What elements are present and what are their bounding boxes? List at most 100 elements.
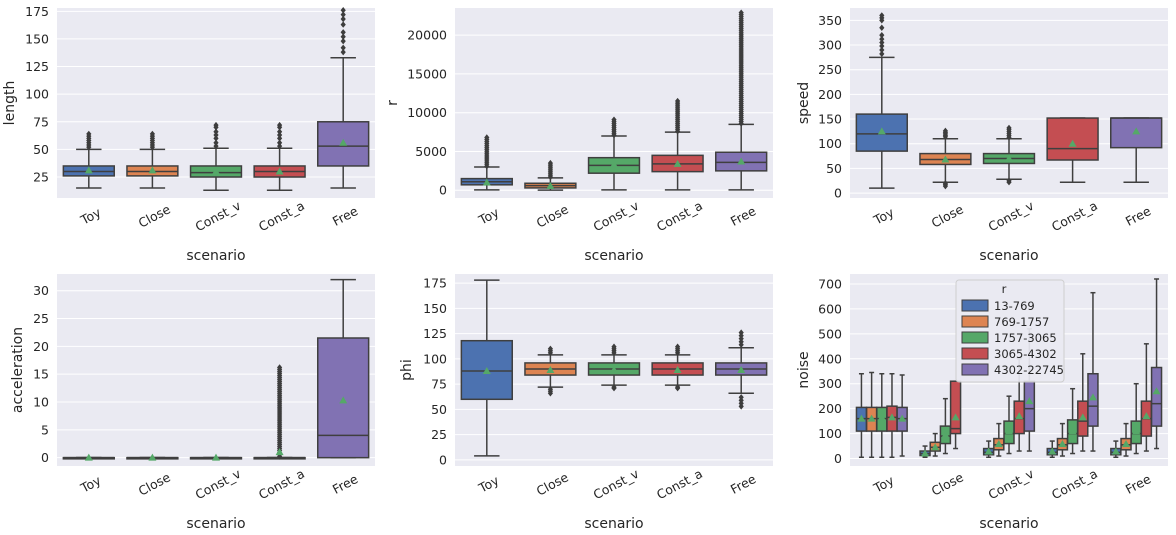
x-tick-label: Const_a [1049,198,1100,235]
y-tick-label: 125 [423,326,447,341]
box-Const_v-flier [611,343,617,350]
x-axis-label: scenario [584,516,643,532]
box-Toy-flier [879,39,885,46]
box-Free-3065-4302-mean [1142,412,1151,420]
box-Toy-flier [879,46,885,54]
box-Const_a-flier [675,343,681,350]
box-Free-1757-3065-mean [1132,427,1141,435]
box-Toy-flier [879,12,885,19]
y-axis-label: length [2,81,18,126]
box-Free-flier [340,44,346,51]
box-Const_a-flier [277,131,283,139]
y-tick-label: 500 [818,326,842,341]
y-tick-label: 25 [33,170,49,185]
y-tick-label: 250 [818,62,842,77]
y-tick-label: 20 [33,339,49,354]
box-Close-flier [942,179,948,187]
x-tick-label: Toy [475,472,502,496]
y-axis-label: acceleration [10,327,26,413]
x-tick-label: Free [330,471,361,497]
x-tick-label: Close [534,201,571,230]
legend-entry: 769-1757 [994,315,1049,329]
panel-phi: 0 25 50 75 100 125 150 175 Toy Close Const_v Const_… [399,274,773,532]
y-tick-label: 0 [439,183,447,198]
x-tick-label: Const_v [193,198,244,235]
legend-swatch [961,299,989,312]
x-tick-label: Toy [77,204,104,228]
x-tick-label: Close [136,201,173,230]
y-tick-label: 400 [818,351,842,366]
panel-noise: 0 100 200 300 400 500 600 700 Toy Close Const_v Con… [796,274,1168,532]
legend-entry: 1757-3065 [994,331,1057,345]
y-tick-label: 0 [834,186,842,201]
y-tick-label: 75 [33,114,49,129]
panel-speed: 0 50 100 150 200 250 300 350 Toy Close Const_v Cons… [796,8,1168,264]
x-axis-label: scenario [186,516,245,532]
x-tick-label: Close [929,469,966,498]
box-Toy-flier [879,24,885,31]
y-tick-label: 50 [826,161,842,176]
y-tick-label: 175 [423,276,447,291]
box-Const_a-mean [275,167,284,175]
box-Const_a-mean [275,448,284,456]
y-axis-label: speed [796,82,812,124]
legend-swatch [961,331,989,344]
box-Close-flier [942,127,948,135]
box-Close-flier [149,130,155,138]
box-Close-mean [148,166,157,174]
x-tick-label: Close [136,469,173,498]
legend-swatch [961,315,989,328]
x-tick-label: Const_v [986,198,1037,235]
box-Const_a-769-1757-mean [1058,440,1067,448]
x-tick-label: Const_v [591,466,642,503]
x-tick-label: Const_a [654,466,705,503]
x-tick-label: Free [728,471,759,497]
y-axis-label: r [385,100,401,106]
box-Const_a-mean [673,366,682,373]
x-tick-label: Free [1123,203,1154,229]
box-Toy-mean [482,178,491,186]
y-tick-label: 150 [423,301,447,316]
box-Const_v-mean [610,160,618,168]
box-Const_v-flier [213,135,219,142]
x-tick-label: Const_v [591,198,642,235]
box-Const_v-mean [1005,154,1013,162]
box-Close-1757-3065-mean [941,430,950,438]
box-Const_a-flier [675,383,681,391]
box-Const_v-flier [213,128,219,135]
box-Free-769-1757-mean [1122,440,1131,448]
box-Free-mean [737,366,746,373]
panel-acceleration: 0 5 10 15 20 25 30 Toy Close Const_v Const_a Free sc… [10,274,375,532]
x-axis-label: scenario [584,248,643,264]
box-Toy-mean [482,367,491,375]
box-Const_a-flier [277,142,283,150]
panel-length: 25 50 75 100 125 150 175 Toy Close Const_v Const_a… [2,4,375,264]
box-Const_v-flier [213,139,219,146]
box-Const_a-3065-4302-mean [1078,413,1087,421]
box-Toy-13-769-mean [857,414,866,422]
legend-swatch [961,363,989,376]
y-tick-label: 10000 [407,105,447,120]
y-tick-label: 25 [431,427,447,442]
y-tick-label: 350 [818,13,842,28]
box-Const_v-4302-22745-mean [1025,397,1034,405]
box-Const_a-flier [277,139,283,146]
box-Close-769-1757-mean [931,443,940,451]
x-tick-label: Toy [870,204,897,228]
box-Const_v-mean [212,167,220,175]
box-Free-flier [340,7,346,14]
box-Const_a-13-769-mean [1048,447,1057,455]
box-Const_v-flier [1006,124,1012,132]
box-Const_a-mean [673,159,682,167]
y-tick-label: 300 [818,376,842,391]
box-Free-flier [738,9,744,16]
y-tick-label: 0 [834,451,842,466]
box-Close-mean [941,155,950,163]
legend-entry: 13-769 [994,299,1035,313]
box-Free-mean [339,396,348,404]
x-axis-label: scenario [979,248,1038,264]
box-Free-mean [339,138,348,146]
x-axis-label: scenario [186,248,245,264]
box-Const_v-4302-22745-box [1023,380,1036,432]
panel-r: 0 5000 10000 15000 20000 Toy Close Const_v Const… [385,8,773,264]
